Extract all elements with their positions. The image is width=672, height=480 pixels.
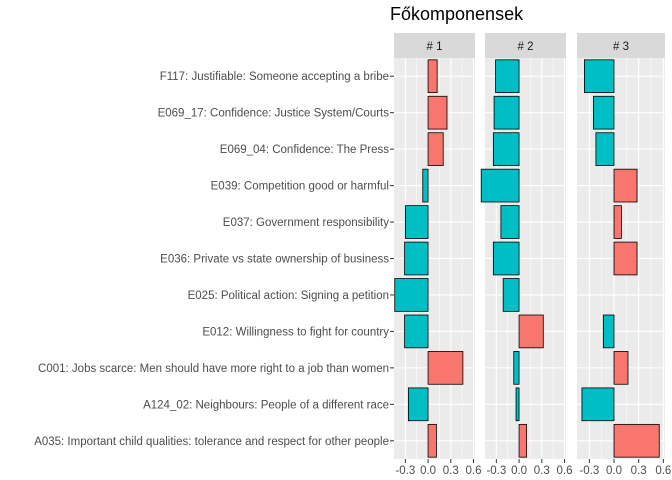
bar	[518, 314, 544, 349]
bar	[613, 423, 660, 458]
category-label: E069_04: Confidence: The Press	[220, 144, 389, 156]
bar	[613, 205, 622, 239]
bar	[427, 132, 444, 166]
bar	[613, 168, 638, 203]
bar	[404, 205, 429, 239]
facet-strip	[485, 33, 566, 58]
bar	[613, 241, 638, 276]
bar	[602, 314, 615, 349]
facet-panel: # 1 -0.3 0.0 0.3 0.6	[394, 33, 481, 477]
facet-panel: # 3 -0.3 0.0 0.3 0.6	[577, 33, 671, 477]
category-label: E069_17: Confidence: Justice System/Cour…	[158, 108, 390, 120]
bar	[613, 351, 629, 385]
x-tick-label: 0.6	[465, 465, 481, 477]
x-tick-label: -0.3	[486, 465, 506, 477]
bar	[427, 95, 448, 130]
facet-strip	[577, 33, 665, 58]
category-label: E036: Private vs state ownership of busi…	[160, 254, 389, 266]
x-tick-label: 0.0	[606, 465, 622, 477]
x-tick-label: 0.3	[443, 465, 459, 477]
category-label: E012: Willingness to fight for country	[202, 326, 389, 338]
bar	[581, 387, 615, 422]
x-tick-label: 0.6	[655, 465, 671, 477]
category-labels: F117: Justifiable: Someone accepting a b…	[34, 71, 394, 448]
bar	[404, 314, 429, 349]
x-tick-label: 0.3	[631, 465, 647, 477]
x-tick-label: 0.3	[534, 465, 550, 477]
bar	[493, 95, 520, 130]
category-label: C001: Jobs scarce: Men should have more …	[38, 363, 389, 375]
bar	[427, 59, 438, 94]
category-label: A035: Important child qualities: toleran…	[34, 436, 389, 448]
bar	[407, 387, 429, 422]
bar	[427, 351, 464, 385]
facet-panels: # 1 -0.3 0.0 0.3 0.6 # 2 -0.3 0.0 0.3 0.6 # 3 -0.3 0…	[394, 33, 671, 477]
facet-strip	[394, 33, 475, 58]
bar	[404, 241, 429, 276]
bar	[593, 95, 615, 130]
category-label: E025: Political action: Signing a petiti…	[188, 290, 389, 302]
facet-panel: # 2 -0.3 0.0 0.3 0.6	[480, 33, 572, 477]
bar	[492, 241, 520, 276]
x-tick-label: 0.0	[420, 465, 436, 477]
category-label: A124_02: Neighbours: People of a differe…	[143, 399, 389, 411]
bar	[495, 59, 520, 94]
category-label: F117: Justifiable: Someone accepting a b…	[160, 71, 389, 83]
chart-title: Főkomponensek	[390, 4, 524, 24]
x-tick-label: -0.3	[395, 465, 415, 477]
x-tick-label: 0.0	[511, 465, 527, 477]
bar	[518, 423, 528, 458]
category-label: E037: Government responsibility	[223, 217, 389, 229]
x-tick-label: -0.3	[579, 465, 599, 477]
bar	[502, 278, 520, 312]
bar	[480, 168, 520, 203]
facet-label: # 2	[518, 41, 534, 53]
bar	[515, 387, 520, 422]
bar	[513, 351, 520, 385]
bar	[422, 168, 429, 203]
bar	[500, 205, 520, 239]
facet-label: # 3	[613, 41, 629, 53]
category-label: E039: Competition good or harmful	[211, 181, 389, 193]
bar	[584, 59, 615, 94]
facet-label: # 1	[427, 41, 443, 53]
bar	[394, 278, 429, 312]
bar	[427, 423, 437, 458]
bar	[492, 132, 520, 166]
bar	[595, 132, 615, 166]
x-tick-label: 0.6	[556, 465, 572, 477]
